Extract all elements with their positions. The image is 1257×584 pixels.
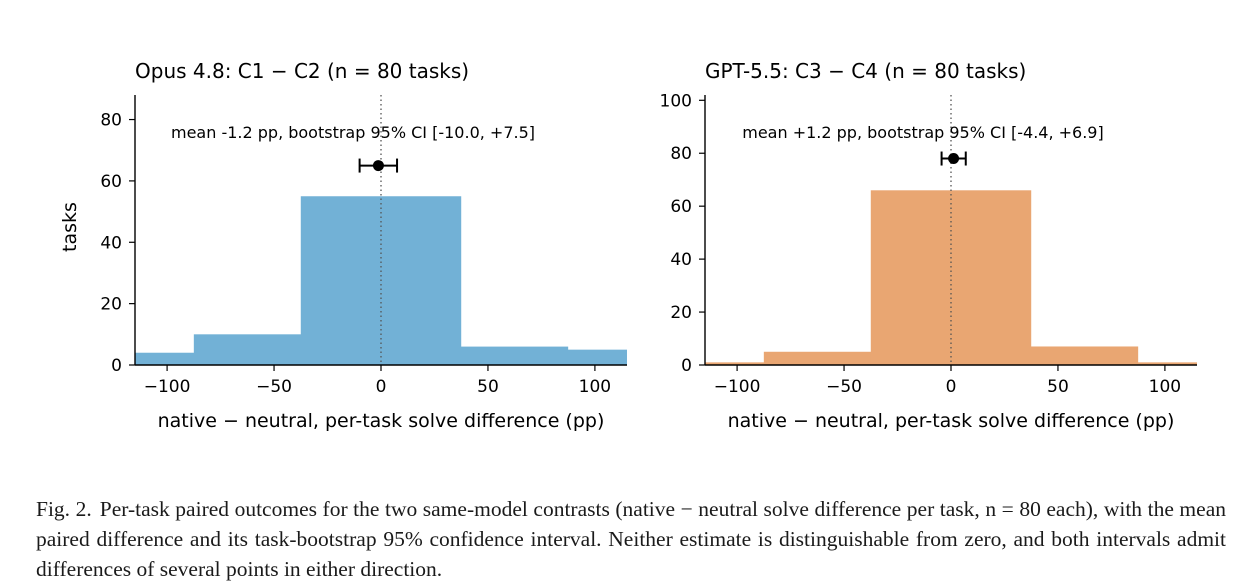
y-tick-label-2: 40 — [670, 250, 692, 270]
bar-4 — [514, 349, 627, 365]
caption-text: Per-task paired outcomes for the two sam… — [36, 497, 1226, 581]
y-tick-label-4: 80 — [670, 144, 692, 164]
ci-annotation: mean +1.2 pp, bootstrap 95% CI [-4.4, +6… — [742, 123, 1103, 142]
x-tick-label-3: 50 — [477, 377, 499, 397]
x-tick-label-4: 100 — [1149, 377, 1181, 397]
y-tick-label-5: 100 — [660, 91, 692, 111]
x-tick-label-2: 0 — [376, 377, 387, 397]
y-tick-label-3: 60 — [670, 197, 692, 217]
ci-annotation: mean -1.2 pp, bootstrap 95% CI [-10.0, +… — [171, 123, 535, 142]
y-tick-label-3: 60 — [100, 172, 122, 192]
x-tick-label-1: −50 — [256, 377, 292, 397]
bar-4 — [1084, 362, 1197, 365]
x-tick-label-2: 0 — [946, 377, 957, 397]
caption-label: Fig. 2. — [36, 497, 92, 521]
bar-2 — [870, 190, 1032, 365]
x-tick-label-3: 50 — [1047, 377, 1069, 397]
chart-title: Opus 4.8: C1 − C2 (n = 80 tasks) — [135, 59, 469, 83]
chart-panel-gpt: −100 −50 0 50 100 0 20 40 60 80 100 GPT-5.5: C3 − C… — [660, 59, 1197, 432]
bar-0 — [705, 362, 818, 365]
chart-title: GPT-5.5: C3 − C4 (n = 80 tasks) — [705, 59, 1026, 83]
y-tick-label-4: 80 — [100, 111, 122, 131]
mean-marker — [948, 153, 960, 165]
x-tick-label-4: 100 — [579, 377, 611, 397]
x-axis-label: native − neutral, per-task solve differe… — [728, 410, 1175, 432]
bar-3 — [977, 346, 1139, 365]
y-tick-label-1: 20 — [670, 303, 692, 323]
chart-panel-opus: −100 −50 0 50 100 0 20 40 60 80 Opus 4.8: C1 − C2 … — [59, 59, 627, 432]
y-tick-label-0: 0 — [681, 356, 692, 376]
x-axis-label: native − neutral, per-task solve differe… — [158, 410, 605, 432]
x-tick-label-0: −100 — [714, 377, 761, 397]
figure-caption: Fig. 2. Per-task paired outcomes for the … — [36, 494, 1226, 584]
y-axis-label: tasks — [59, 202, 81, 252]
y-tick-label-0: 0 — [111, 356, 122, 376]
y-tick-label-1: 20 — [100, 295, 122, 315]
figure: −100 −50 0 50 100 0 20 40 60 80 Opus 4.8: C1 − C2 … — [59, 59, 1197, 432]
mean-marker — [372, 160, 384, 172]
y-tick-label-2: 40 — [100, 233, 122, 253]
x-tick-label-0: −100 — [144, 377, 191, 397]
x-tick-label-1: −50 — [826, 377, 862, 397]
